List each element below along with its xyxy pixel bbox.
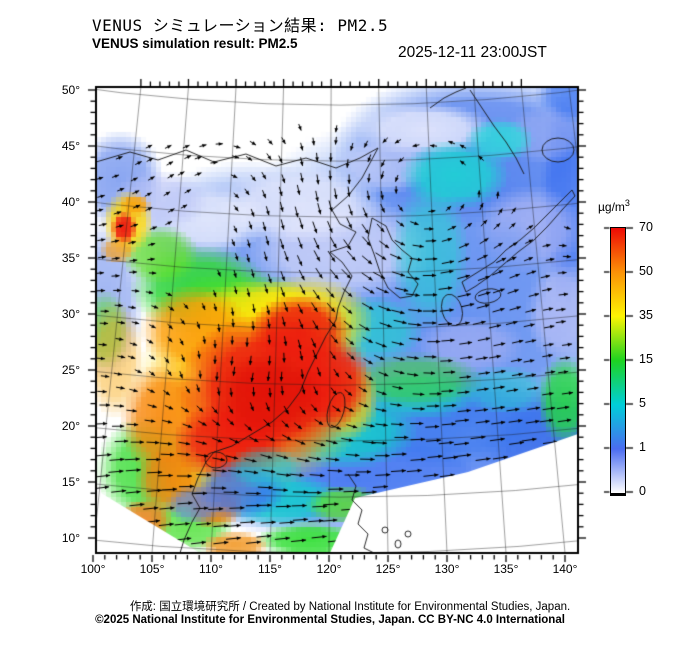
lat-tick-label: 20° bbox=[61, 419, 80, 433]
lon-tick-label: 115° bbox=[258, 562, 282, 576]
lat-tick-label: 35° bbox=[61, 251, 80, 265]
legend-tick-label: 50 bbox=[639, 264, 653, 278]
lon-tick-label: 100° bbox=[80, 562, 106, 576]
lat-tick-label: 40° bbox=[61, 195, 80, 209]
lat-tick-label: 25° bbox=[61, 363, 80, 377]
lon-tick-label: 140° bbox=[552, 562, 578, 576]
legend-tick-label: 5 bbox=[639, 396, 646, 410]
lon-tick-label: 135° bbox=[493, 562, 519, 576]
lat-tick-label: 45° bbox=[61, 139, 80, 153]
lon-tick-label: 130° bbox=[434, 562, 460, 576]
lat-tick-label: 50° bbox=[61, 83, 80, 97]
legend-unit-label: µg/m3 bbox=[598, 198, 630, 214]
page-title-en: VENUS simulation result: PM2.5 bbox=[92, 36, 298, 51]
lat-tick-label: 15° bbox=[61, 475, 80, 489]
page-title-jp: VENUS シミュレーション結果: PM2.5 bbox=[92, 16, 389, 35]
lat-tick-label: 10° bbox=[61, 531, 80, 545]
legend-tick-label: 35 bbox=[639, 308, 653, 322]
lat-tick-label: 30° bbox=[61, 307, 80, 321]
lon-tick-label: 105° bbox=[139, 562, 165, 576]
lon-tick-label: 120° bbox=[316, 562, 342, 576]
footer-license: ©2025 National Institute for Environment… bbox=[95, 614, 565, 626]
lon-tick-label: 125° bbox=[375, 562, 401, 576]
legend-colorbar bbox=[610, 227, 626, 496]
footer-credit: 作成: 国立環境研究所 / Created by National Instit… bbox=[129, 601, 571, 613]
timestamp-label: 2025-12-11 23:00JST bbox=[398, 44, 547, 61]
legend-tick-label: 70 bbox=[639, 220, 653, 234]
legend-tick-label: 0 bbox=[639, 484, 646, 498]
lon-tick-label: 110° bbox=[199, 562, 223, 576]
legend-tick-label: 15 bbox=[639, 352, 653, 366]
legend-tick-label: 1 bbox=[639, 440, 646, 454]
